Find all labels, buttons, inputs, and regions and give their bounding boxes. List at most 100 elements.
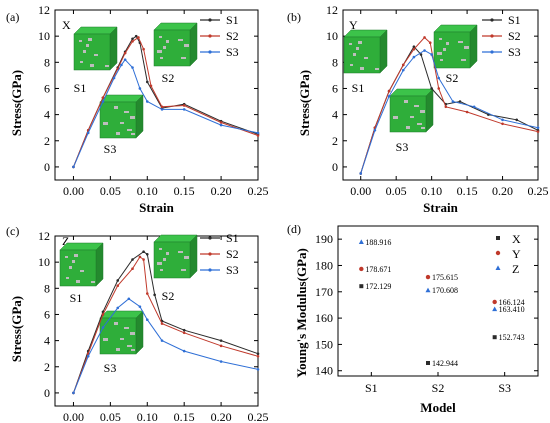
y-tick-label: 4 xyxy=(44,108,50,122)
cube-pore-mark xyxy=(353,53,356,56)
data-point-s3 xyxy=(219,123,223,127)
cube-pore-mark xyxy=(131,133,135,135)
data-point-s3 xyxy=(112,76,116,80)
cube-pore-mark xyxy=(72,260,75,263)
y-tick-label: 10 xyxy=(38,29,50,43)
panel-letter: (d) xyxy=(287,222,301,236)
sample-label: S2 xyxy=(162,289,175,303)
x-tick-label: 0.00 xyxy=(63,184,84,198)
x-tick-label: 0.15 xyxy=(174,410,195,423)
cube-pore-mark xyxy=(364,57,368,59)
cube-pore-mark xyxy=(130,116,135,119)
y-tick-label: 8 xyxy=(44,55,50,69)
data-point-s2 xyxy=(137,36,140,39)
data-point-y xyxy=(492,299,497,305)
data-point-s2 xyxy=(101,313,105,316)
cube-top-face xyxy=(153,234,198,243)
data-point-s3 xyxy=(72,165,75,169)
sample-label: S1 xyxy=(74,81,87,95)
sample-label: S3 xyxy=(104,361,117,375)
cube-side-face xyxy=(379,29,388,74)
cube-pore-mark xyxy=(440,59,443,61)
cube-top-face xyxy=(389,88,434,97)
x-axis-title: Strain xyxy=(423,200,458,215)
data-point-s1 xyxy=(142,250,145,253)
cube-top-face xyxy=(343,29,388,38)
cube-top-face xyxy=(99,310,144,319)
data-point-s2 xyxy=(142,258,145,261)
data-point-s1 xyxy=(219,339,223,342)
sample-label: S2 xyxy=(162,71,175,85)
data-point-s2 xyxy=(116,284,120,287)
x-tick-label: 0.00 xyxy=(63,410,84,423)
x-axis-title: Model xyxy=(420,400,456,415)
cube-pore-mark xyxy=(160,57,163,59)
data-point-s1 xyxy=(419,53,423,56)
data-point-s2 xyxy=(256,355,260,358)
cube-pore-mark xyxy=(406,126,410,129)
cube-top-face xyxy=(59,242,104,251)
cube-pore-mark xyxy=(83,50,86,53)
data-point-s3 xyxy=(451,100,455,103)
data-point-s2 xyxy=(423,36,426,39)
legend-label-z: Z xyxy=(512,262,519,276)
data-point-s3 xyxy=(401,68,405,72)
data-point-s3 xyxy=(219,360,223,363)
x-tick-label: 0.05 xyxy=(100,410,121,423)
data-point-s3 xyxy=(160,108,164,111)
data-point-s2 xyxy=(219,344,223,348)
legend-label-s1: S1 xyxy=(226,13,239,27)
y-tick-label: 4 xyxy=(332,108,338,122)
cube-pore-mark xyxy=(421,127,425,129)
cube-pore-mark xyxy=(80,270,84,272)
cube-pore-mark xyxy=(393,116,398,119)
data-point-s3 xyxy=(116,306,120,310)
cube-pore-mark xyxy=(184,44,189,47)
data-label: 175.615 xyxy=(432,273,458,282)
y-tick-label: 190 xyxy=(315,232,333,246)
y-axis-title: Stress(GPa) xyxy=(297,70,312,136)
data-point-s1 xyxy=(515,118,519,122)
data-point-s2 xyxy=(256,134,260,137)
y-tick-label: 140 xyxy=(315,364,333,378)
data-label: 142.944 xyxy=(432,359,458,368)
data-point-s3 xyxy=(86,131,90,135)
cube-side-face xyxy=(189,22,198,67)
x-tick-label: 0.10 xyxy=(421,184,442,198)
legend-label-s1: S1 xyxy=(508,13,521,27)
cube-side-face xyxy=(135,310,144,355)
panel-c-stress-strain-z: 0.000.050.100.150.200.25024681012StrainS… xyxy=(6,224,269,423)
data-point-s1 xyxy=(182,328,186,332)
data-point-s2 xyxy=(444,105,448,109)
x-tick-label: 0.10 xyxy=(137,410,158,423)
data-point-s1 xyxy=(131,258,134,261)
data-point-x xyxy=(359,284,364,289)
cube-pore-mark xyxy=(358,41,362,44)
cube-pore-mark xyxy=(464,46,469,49)
panel-b-stress-strain-y: 0.00 0.05 0.10 0.15 0.20 0.25 0 2 4 6 8 10 12 Strain S… xyxy=(287,3,549,215)
data-point-s1 xyxy=(412,45,416,48)
cube-pore-mark xyxy=(79,40,82,42)
cube-pore-mark xyxy=(160,269,163,271)
cube-pore-mark xyxy=(461,59,466,61)
y-tick-label: 10 xyxy=(38,255,50,269)
data-point-s3 xyxy=(101,326,105,329)
cube-top-face xyxy=(433,24,478,33)
data-point-x xyxy=(492,335,497,340)
data-point-s1 xyxy=(134,34,138,38)
direction-label: X xyxy=(62,18,71,32)
data-point-s3 xyxy=(145,318,149,321)
data-point-s3 xyxy=(182,108,186,111)
cube-pore-mark xyxy=(120,338,124,340)
data-point-s1 xyxy=(145,253,149,256)
panel-letter: (c) xyxy=(6,224,19,238)
cube-side-face xyxy=(189,234,198,279)
legend-marker-s2 xyxy=(490,34,494,38)
x-tick-label: 0.25 xyxy=(528,184,549,198)
data-point-s3 xyxy=(160,339,164,342)
cube-pore-mark xyxy=(159,36,162,38)
legend-marker-s3 xyxy=(490,50,494,54)
cube-pore-mark xyxy=(414,105,419,107)
cube-front-face xyxy=(153,29,191,67)
data-point-s3 xyxy=(131,66,134,69)
